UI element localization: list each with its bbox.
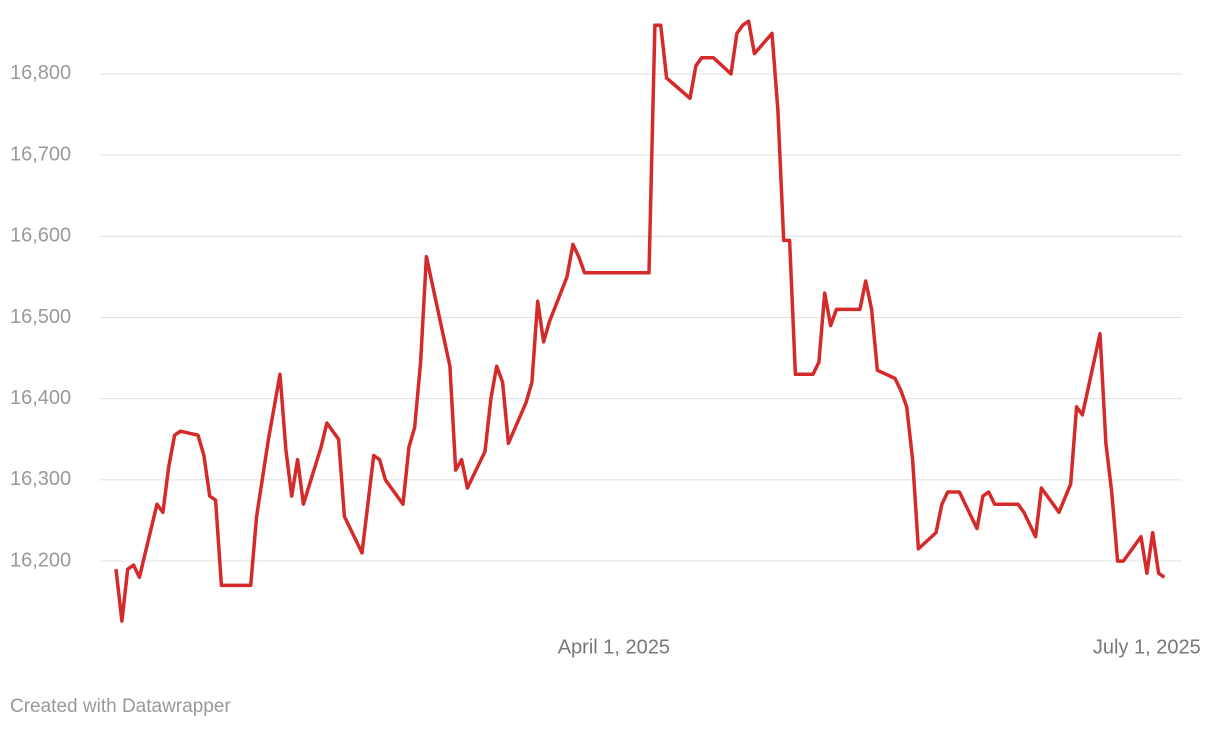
x-tick-label: July 1, 2025 bbox=[1093, 636, 1201, 658]
footer-note: Created with Datawrapper bbox=[10, 696, 231, 717]
y-tick-label: 16,700 bbox=[10, 143, 71, 165]
y-tick-label: 16,600 bbox=[10, 225, 71, 247]
y-tick-label: 16,400 bbox=[10, 387, 71, 409]
y-tick-label: 16,800 bbox=[10, 62, 71, 84]
data-line bbox=[114, 19, 1166, 623]
y-tick-label: 16,300 bbox=[10, 468, 71, 490]
x-tick-label: April 1, 2025 bbox=[558, 636, 670, 658]
y-tick-label: 16,200 bbox=[10, 549, 71, 571]
y-tick-label: 16,500 bbox=[10, 306, 71, 328]
